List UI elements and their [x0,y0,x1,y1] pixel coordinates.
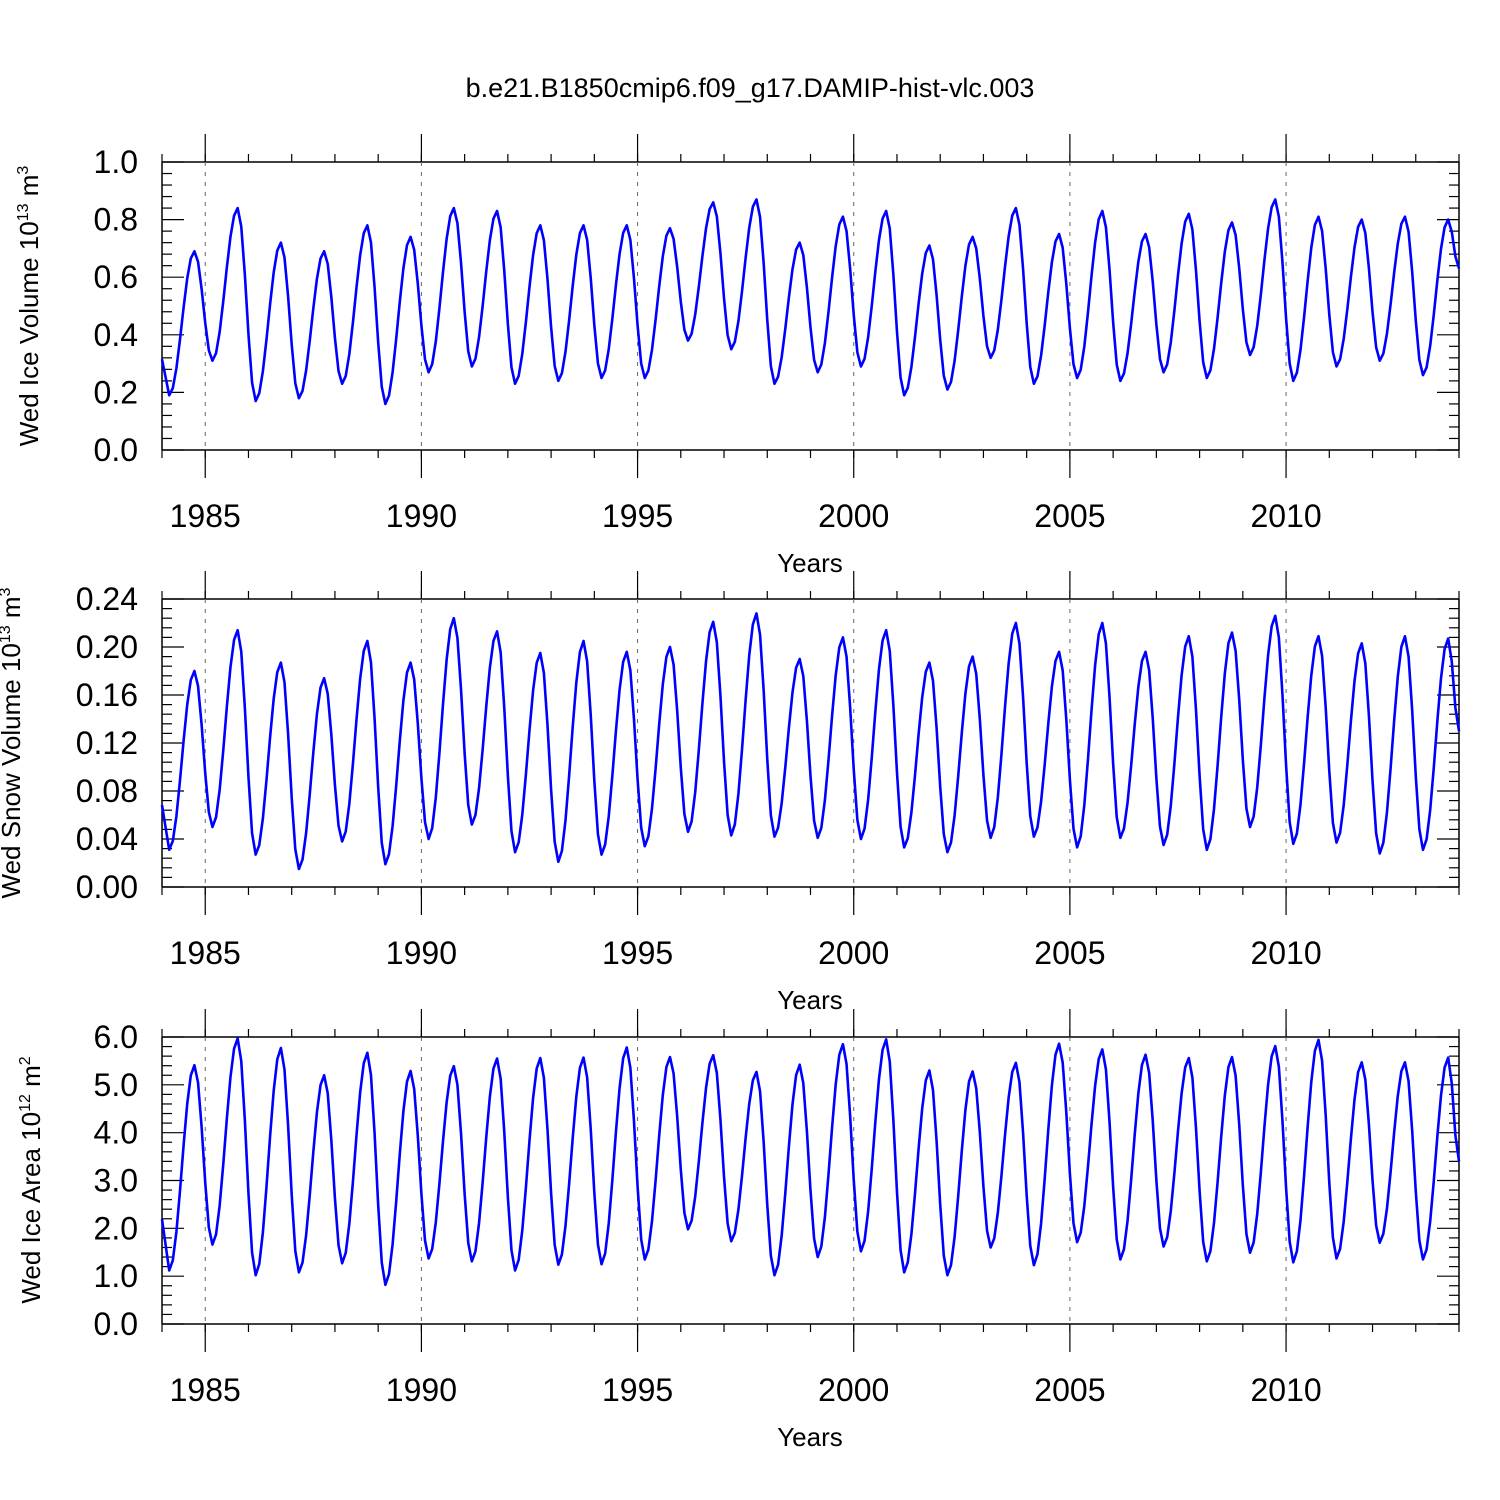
x-tick-label: 2005 [1034,1372,1105,1408]
figure-title: b.e21.B1850cmip6.f09_g17.DAMIP-hist-vlc.… [466,73,1035,103]
y-axis-title: Wed Ice Volume 1013 m3 [14,166,44,447]
y-tick-labels: 0.00 0.04 0.08 0.12 0.16 0.20 0.24 [76,581,138,905]
y-tick-label: 0.6 [94,259,138,295]
x-tick-label: 1995 [602,1372,673,1408]
y-tick-label: 0.08 [76,773,138,809]
snow-volume-series-line [160,612,1461,871]
axis-ticks [161,571,1460,915]
y-tick-label: 0.0 [94,432,138,468]
year-marker-lines [204,599,1287,887]
x-tick-label: 1995 [602,935,673,971]
y-axis-title: Wed Snow Volume 1013 m3 [0,587,26,898]
x-tick-label: 2010 [1250,498,1321,534]
y-tick-label: 0.4 [94,317,138,353]
y-tick-label: 0.0 [94,1306,138,1342]
x-tick-labels: 1985 1990 1995 2000 2005 2010 [170,935,1322,971]
y-tick-label: 1.0 [94,1258,138,1294]
y-tick-labels: 0.0 0.2 0.4 0.6 0.8 1.0 [94,144,138,468]
ice-area-series-line [160,1037,1461,1287]
axis-ticks [161,1009,1460,1352]
x-tick-label: 1990 [386,498,457,534]
y-axis-title: Wed Ice Area 1012 m2 [16,1056,46,1303]
x-tick-label: 2005 [1034,498,1105,534]
x-tick-label: 2010 [1250,1372,1321,1408]
y-tick-label: 0.8 [94,202,138,238]
ice-area-panel: 0.0 1.0 2.0 3.0 4.0 5.0 6.0 1985 1990 1995 2000 20… [16,1009,1461,1452]
y-tick-label: 0.00 [76,869,138,905]
year-marker-lines [204,1037,1287,1324]
x-tick-label: 1985 [170,1372,241,1408]
x-tick-label: 2000 [818,935,889,971]
x-tick-labels: 1985 1990 1995 2000 2005 2010 [170,498,1322,534]
x-tick-label: 2000 [818,498,889,534]
y-tick-label: 0.16 [76,677,138,713]
y-tick-label: 0.20 [76,629,138,665]
ice-volume-panel: 0.0 0.2 0.4 0.6 0.8 1.0 1985 1990 1995 2000 2005 2… [14,134,1461,578]
x-tick-label: 1985 [170,498,241,534]
y-tick-label: 0.2 [94,374,138,410]
ice-volume-series-line [160,198,1461,406]
snow-volume-panel: 0.00 0.04 0.08 0.12 0.16 0.20 0.24 1985 1990 199… [0,571,1461,1015]
x-tick-labels: 1985 1990 1995 2000 2005 2010 [170,1372,1322,1408]
x-axis-title: Years [777,548,843,578]
x-tick-label: 1995 [602,498,673,534]
x-tick-label: 1990 [386,1372,457,1408]
y-tick-label: 3.0 [94,1163,138,1199]
x-axis-title: Years [777,985,843,1015]
x-tick-label: 1985 [170,935,241,971]
y-tick-labels: 0.0 1.0 2.0 3.0 4.0 5.0 6.0 [94,1019,138,1342]
x-tick-label: 1990 [386,935,457,971]
y-tick-label: 4.0 [94,1115,138,1151]
x-tick-label: 2000 [818,1372,889,1408]
year-marker-lines [204,162,1287,450]
axis-ticks [161,134,1460,478]
x-axis-title: Years [777,1422,843,1452]
y-tick-label: 0.12 [76,725,138,761]
x-tick-label: 2010 [1250,935,1321,971]
x-tick-label: 2005 [1034,935,1105,971]
y-tick-label: 6.0 [94,1019,138,1055]
y-tick-label: 5.0 [94,1067,138,1103]
y-tick-label: 1.0 [94,144,138,180]
y-tick-label: 2.0 [94,1210,138,1246]
y-tick-label: 0.24 [76,581,138,617]
y-tick-label: 0.04 [76,821,138,857]
